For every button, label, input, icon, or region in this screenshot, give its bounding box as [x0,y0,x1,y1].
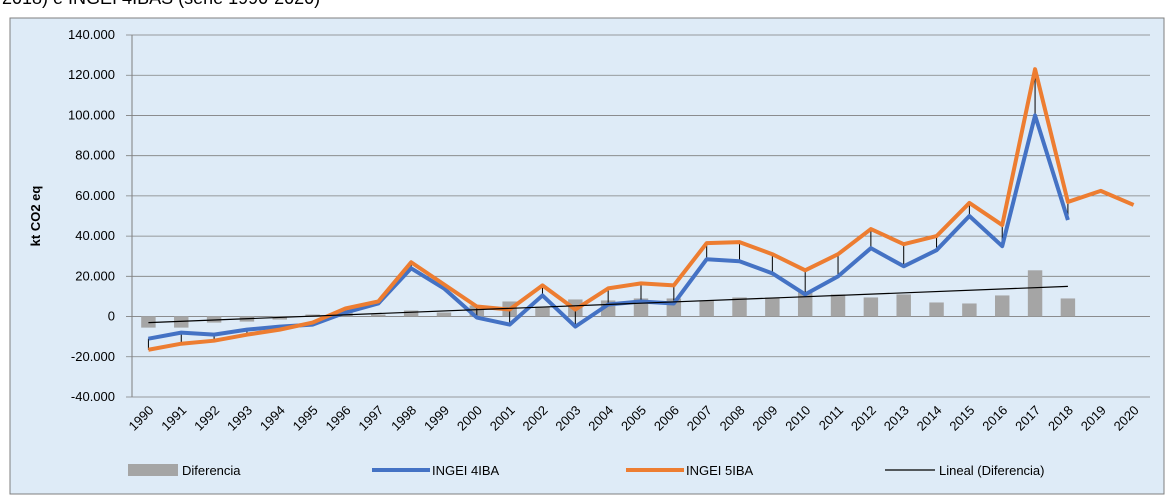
bar [995,295,1010,317]
y-tick-label: 100.000 [68,107,115,122]
y-tick-label: 120.000 [68,67,115,82]
legend-label: Diferencia [182,463,241,478]
y-tick-label: -20.000 [71,349,115,364]
y-tick-label: 60.000 [75,188,115,203]
legend-swatch [128,464,178,476]
page-title: 2018) e INGEI 4IBAS (serie 1990-2020) [2,0,320,8]
bar [863,297,879,317]
bar [765,297,780,317]
bar [272,316,287,320]
bar [929,302,944,317]
y-axis-label: kt CO2 eq [28,186,43,247]
y-tick-label: 80.000 [75,148,115,163]
bar [797,292,813,317]
legend-label: INGEI 4IBA [432,463,500,478]
chart-panel [9,17,1165,495]
bar [699,300,714,317]
bar [1027,270,1043,317]
bar [830,294,846,317]
bar [1060,298,1076,317]
bar [535,306,550,317]
legend-label: INGEI 5IBA [686,463,754,478]
bar [896,294,911,317]
y-tick-label: 0 [108,309,115,324]
bar [174,316,189,328]
legend-label: Lineal (Diferencia) [939,463,1045,478]
line-series [148,67,1135,352]
bar [436,312,452,317]
bar [403,310,419,317]
bar [962,303,977,317]
y-tick-label: 140.000 [68,27,115,42]
bar [371,314,386,317]
bar [732,297,747,317]
y-tick-label: -40.000 [71,389,115,404]
y-tick-label: 40.000 [75,228,115,243]
y-tick-label: 20.000 [75,268,115,283]
trend-line [148,285,1068,324]
